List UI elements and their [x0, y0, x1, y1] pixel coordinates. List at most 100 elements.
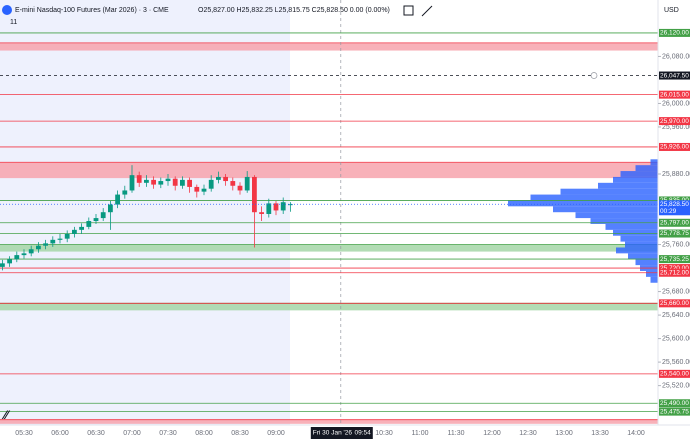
candle-body	[72, 229, 77, 234]
y-tick-label: 25,760.00	[662, 241, 690, 248]
candle-body	[288, 204, 293, 206]
level-tag	[659, 229, 690, 238]
candle-body	[273, 203, 279, 211]
candle-body	[144, 179, 149, 183]
zone	[0, 162, 658, 179]
x-tick-label: 11:30	[448, 430, 465, 437]
candle-body	[108, 204, 113, 213]
level-tag	[659, 268, 690, 277]
candle-body	[216, 176, 221, 180]
profile-bar	[650, 159, 658, 166]
candle-body	[115, 194, 120, 205]
level-tag	[659, 407, 690, 416]
profile-bar	[650, 276, 658, 283]
x-tick-label: 06:30	[87, 430, 105, 437]
zone	[0, 244, 658, 252]
level-tag	[659, 264, 690, 273]
level-label: 25,712.00	[660, 269, 689, 276]
candle-body	[172, 178, 178, 186]
profile-bar	[646, 270, 658, 277]
zone	[0, 419, 658, 424]
y-tick-label: 25,880.00	[662, 171, 690, 178]
profile-bar	[598, 182, 658, 189]
candle-body	[230, 181, 236, 186]
level-tag	[659, 28, 690, 37]
level-label: 25,735.25	[660, 256, 689, 263]
level-tag	[659, 299, 690, 308]
level-label: 26,120.00	[660, 30, 689, 37]
candle-body	[64, 233, 70, 239]
profile-bar	[625, 241, 658, 248]
candle-body	[259, 212, 264, 214]
x-tick-label: 12:00	[483, 430, 501, 437]
countdown: 00:29	[660, 208, 677, 215]
level-label: 25,797.00	[660, 220, 689, 227]
candle-body	[79, 226, 84, 230]
last-price-label: 25,828.50	[660, 201, 689, 208]
level-tag	[659, 142, 690, 151]
candle-body	[21, 253, 27, 256]
crosshair-dot	[590, 72, 598, 79]
profile-bar	[553, 206, 658, 213]
candle-body	[129, 175, 135, 191]
x-tick-label: 14:00	[627, 430, 645, 437]
logo: ⁄⁄	[1, 408, 11, 422]
level-label: 25,660.00	[660, 300, 689, 307]
profile-bar	[620, 171, 658, 177]
candle-body	[151, 179, 156, 185]
x-tick-label: 12:30	[519, 430, 537, 437]
candle-body	[57, 238, 63, 240]
candle-body	[122, 190, 128, 195]
crosshair-date: Fri 30 Jan '26	[313, 430, 353, 437]
candle-body	[223, 176, 228, 182]
profile-bar	[635, 165, 658, 172]
level-label: 25,720.00	[660, 265, 689, 272]
profile-bar	[628, 253, 658, 260]
level-label: 25,490.00	[660, 400, 689, 407]
candle-body	[180, 179, 185, 186]
candle-body	[86, 221, 92, 227]
ohlc-label: O25,827.00 H25,832.25 L25,815.75 C25,828…	[198, 7, 390, 14]
indicator-label: 11	[10, 19, 17, 26]
y-tick-label: 26,000.00	[662, 100, 690, 107]
candle-body	[165, 178, 171, 182]
candle-body	[208, 179, 214, 189]
level-tag	[659, 218, 690, 227]
x-tick-label: 11:00	[412, 430, 429, 437]
y-tick-label: 25,600.00	[662, 335, 690, 342]
candle-body	[93, 218, 99, 222]
x-tick-label: 13:00	[555, 430, 573, 437]
level-tag	[659, 71, 690, 80]
y-tick-label: 26,080.00	[662, 53, 690, 60]
profile-bar	[508, 200, 658, 207]
candle-body	[244, 176, 250, 191]
symbol-icon[interactable]	[2, 5, 12, 15]
candle-body	[252, 176, 257, 213]
profile-bar	[616, 247, 658, 254]
x-tick-label: 06:00	[51, 430, 69, 437]
last-price-tag	[659, 200, 690, 216]
y-tick-label: 25,560.00	[662, 359, 690, 366]
select-tool[interactable]	[403, 5, 414, 16]
candle-body	[280, 202, 286, 211]
chart-title: E-mini Nasdaq-100 Futures (Mar 2026) · 3…	[15, 7, 169, 14]
crosshair-time-tag	[310, 427, 373, 439]
candle-body	[50, 239, 56, 244]
level-label: 25,778.75	[660, 230, 689, 237]
x-tick-label: 07:00	[123, 430, 141, 437]
extended-session	[0, 0, 290, 425]
marks	[0, 0, 658, 425]
candle-body	[7, 259, 12, 264]
level-label: 25,970.00	[660, 118, 689, 125]
candle-body	[0, 263, 5, 267]
ruler-tool[interactable]	[421, 5, 433, 17]
level-label: 25,475.75	[660, 408, 689, 415]
profile-bar	[575, 212, 658, 219]
candle-body	[14, 255, 20, 260]
currency: USD	[664, 7, 679, 14]
level-tag	[659, 90, 690, 99]
y-tick-label: 25,680.00	[662, 288, 690, 295]
candle-body	[194, 186, 200, 192]
candle-body	[187, 179, 192, 187]
